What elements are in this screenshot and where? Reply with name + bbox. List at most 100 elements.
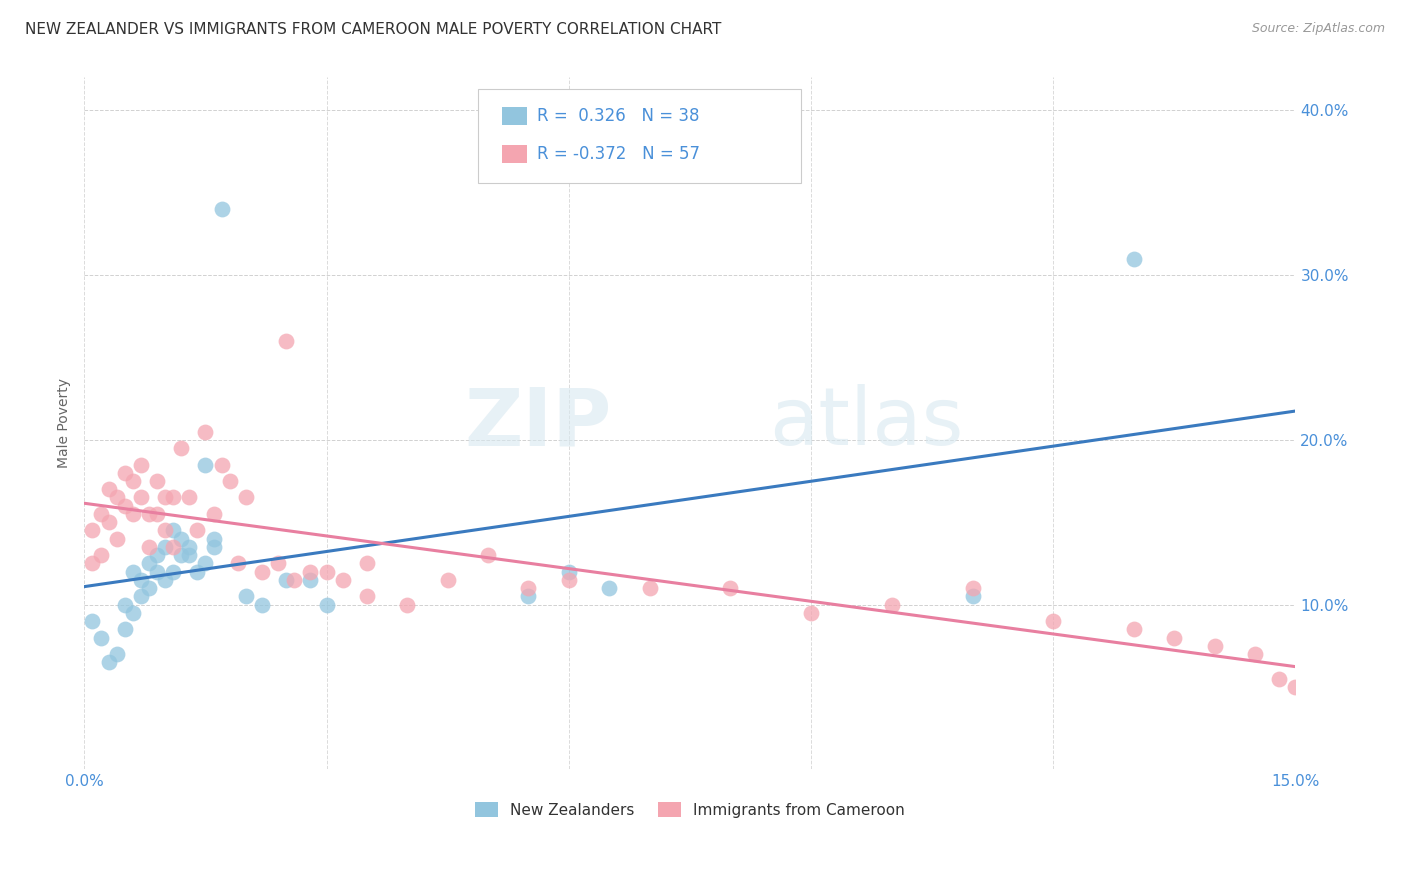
Point [1123, 252, 1146, 266]
Point [162, 565, 184, 579]
Point [356, 590, 378, 604]
Point [162, 524, 184, 538]
Point [218, 474, 240, 488]
Point [114, 466, 136, 480]
Point [299, 573, 322, 587]
Point [194, 557, 217, 571]
Point [89, 631, 111, 645]
Point [146, 474, 169, 488]
Point [82, 557, 104, 571]
Point [235, 491, 257, 505]
Point [558, 573, 581, 587]
Point [105, 491, 128, 505]
Point [129, 491, 152, 505]
Point [1204, 639, 1226, 653]
Point [129, 458, 152, 472]
Point [97, 655, 120, 669]
Point [162, 491, 184, 505]
Point [179, 540, 201, 554]
Point [283, 573, 305, 587]
Point [138, 507, 160, 521]
Text: ZIP: ZIP [464, 384, 612, 462]
Point [114, 622, 136, 636]
Point [202, 540, 225, 554]
Point [962, 590, 984, 604]
Point [105, 647, 128, 661]
Point [1042, 614, 1064, 628]
Point [153, 491, 176, 505]
Text: Source: ZipAtlas.com: Source: ZipAtlas.com [1251, 22, 1385, 36]
Point [121, 565, 143, 579]
Point [517, 590, 540, 604]
Point [517, 581, 540, 595]
Point [138, 581, 160, 595]
Text: atlas: atlas [769, 384, 963, 462]
Point [105, 532, 128, 546]
Point [129, 573, 152, 587]
Point [235, 590, 257, 604]
Point [82, 524, 104, 538]
Point [153, 540, 176, 554]
Point [396, 598, 419, 612]
Point [186, 565, 208, 579]
Point [82, 614, 104, 628]
Point [186, 524, 208, 538]
Point [250, 598, 273, 612]
Point [153, 524, 176, 538]
Point [356, 557, 378, 571]
Point [121, 606, 143, 620]
Point [170, 548, 193, 562]
Point [114, 598, 136, 612]
Point [162, 540, 184, 554]
Point [153, 573, 176, 587]
Point [1163, 631, 1185, 645]
Point [880, 598, 903, 612]
Point [114, 499, 136, 513]
Point [138, 557, 160, 571]
Point [89, 507, 111, 521]
Point [267, 557, 290, 571]
Point [558, 565, 581, 579]
Text: R = -0.372   N = 57: R = -0.372 N = 57 [537, 145, 700, 163]
Point [1284, 680, 1306, 694]
Point [138, 540, 160, 554]
Point [146, 548, 169, 562]
Point [121, 474, 143, 488]
Point [179, 491, 201, 505]
Point [962, 581, 984, 595]
Point [170, 441, 193, 455]
Point [89, 548, 111, 562]
Point [250, 565, 273, 579]
Legend: New Zealanders, Immigrants from Cameroon: New Zealanders, Immigrants from Cameroon [470, 796, 911, 824]
Point [170, 532, 193, 546]
Point [299, 565, 322, 579]
Point [718, 581, 741, 595]
Point [202, 507, 225, 521]
Text: NEW ZEALANDER VS IMMIGRANTS FROM CAMEROON MALE POVERTY CORRELATION CHART: NEW ZEALANDER VS IMMIGRANTS FROM CAMEROO… [25, 22, 721, 37]
Point [276, 334, 298, 348]
Point [638, 581, 661, 595]
Point [436, 573, 458, 587]
Text: R =  0.326   N = 38: R = 0.326 N = 38 [537, 107, 700, 125]
Point [211, 458, 233, 472]
Point [800, 606, 823, 620]
Point [179, 548, 201, 562]
Point [1244, 647, 1267, 661]
Point [97, 483, 120, 497]
Point [146, 565, 169, 579]
Point [194, 458, 217, 472]
Point [1268, 672, 1291, 686]
Point [332, 573, 354, 587]
Point [194, 425, 217, 439]
Point [121, 507, 143, 521]
Point [1123, 622, 1146, 636]
Point [211, 202, 233, 217]
Point [598, 581, 620, 595]
Point [97, 515, 120, 529]
Point [276, 573, 298, 587]
Point [202, 532, 225, 546]
Point [129, 590, 152, 604]
Point [315, 598, 337, 612]
Point [146, 507, 169, 521]
Point [315, 565, 337, 579]
